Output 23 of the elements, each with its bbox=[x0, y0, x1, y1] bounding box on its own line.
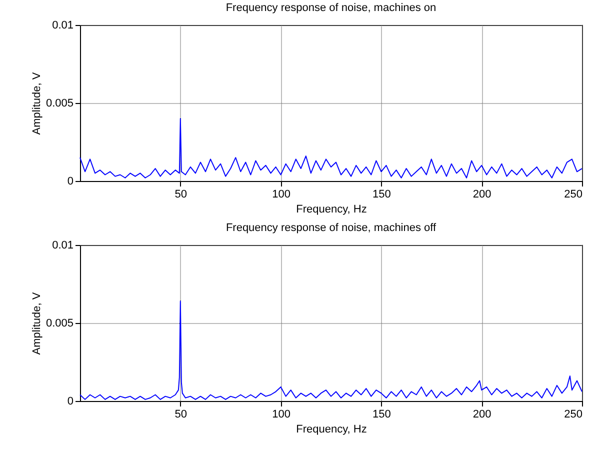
x-tick-label: 100 bbox=[272, 408, 290, 420]
x-axis-title: Frequency, Hz bbox=[296, 424, 367, 436]
chart-title: Frequency response of noise, machines off bbox=[226, 222, 438, 234]
y-tick-label: 0.005 bbox=[46, 98, 74, 110]
x-tick-label: 50 bbox=[174, 408, 188, 420]
x-tick-label: 150 bbox=[372, 408, 391, 420]
x-tick-label: 150 bbox=[372, 188, 391, 200]
line-series bbox=[80, 118, 582, 178]
x-axis-title: Frequency, Hz bbox=[296, 204, 367, 216]
x-tick-label: 250 bbox=[564, 188, 582, 200]
y-tick-label: 0.01 bbox=[52, 240, 74, 252]
y-tick-label: 0 bbox=[67, 396, 74, 408]
x-tick-label: 100 bbox=[272, 188, 290, 200]
x-tick-label: 250 bbox=[564, 408, 582, 420]
y-tick-label: 0.01 bbox=[52, 20, 74, 32]
y-tick-label: 0 bbox=[67, 176, 74, 188]
x-tick-label: 200 bbox=[472, 408, 492, 420]
y-axis-title: Amplitude, V bbox=[30, 292, 43, 355]
y-tick-label: 0.005 bbox=[46, 318, 74, 330]
y-axis-title: Amplitude, V bbox=[30, 72, 43, 135]
x-tick-label: 50 bbox=[174, 188, 188, 200]
x-tick-label: 200 bbox=[472, 188, 492, 200]
chart-title: Frequency response of noise, machines on bbox=[226, 2, 436, 14]
